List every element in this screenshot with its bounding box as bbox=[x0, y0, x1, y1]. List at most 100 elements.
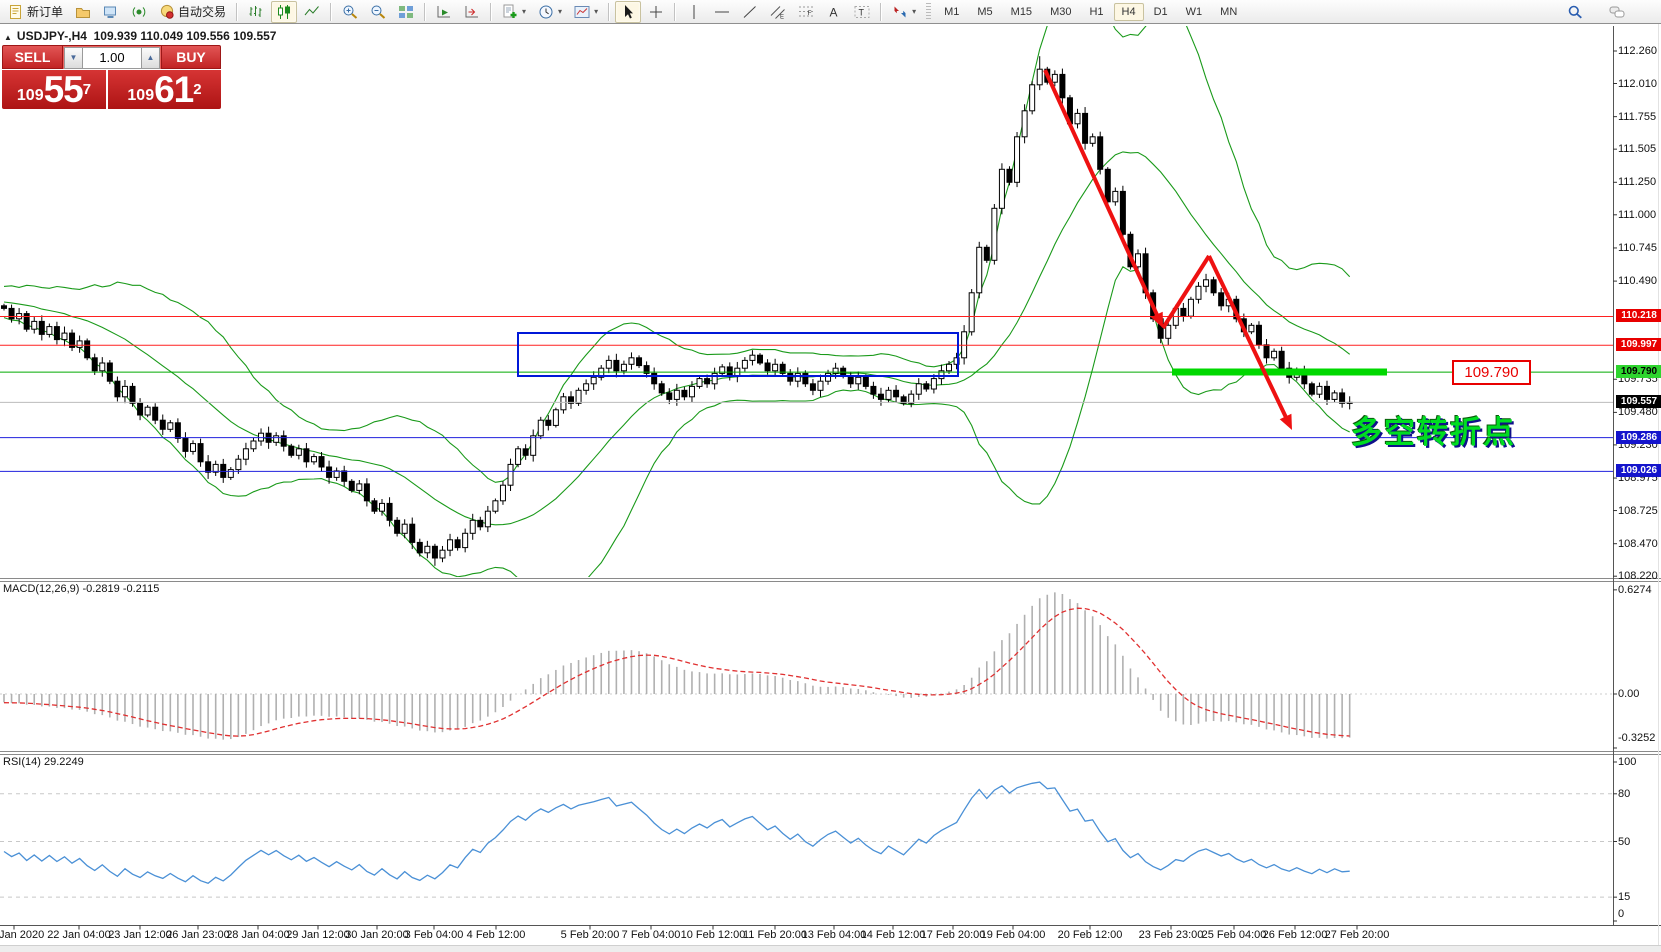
chart-title-bar: ▲ USDJPY-,H4 109.939 110.049 109.556 109.… bbox=[4, 29, 276, 43]
timeframe-h4-button[interactable]: H4 bbox=[1113, 2, 1144, 21]
turning-point-annotation[interactable]: 多空转折点 bbox=[1351, 415, 1516, 450]
new-order-icon bbox=[8, 4, 24, 20]
sell-button[interactable]: SELL bbox=[2, 45, 63, 69]
indicators-button[interactable]: ▾ bbox=[497, 1, 531, 23]
search-button[interactable] bbox=[1562, 1, 1588, 23]
buy-price-small: 109 bbox=[127, 87, 155, 104]
text-icon: A bbox=[826, 4, 842, 20]
timeframe-h1-button[interactable]: H1 bbox=[1089, 5, 1104, 18]
equidistant-channel-icon: E bbox=[770, 4, 786, 20]
rsi-indicator-label: RSI(14) 29.2249 bbox=[3, 756, 84, 768]
sell-price-big: 55 bbox=[43, 69, 84, 110]
right-edge-divider bbox=[1658, 24, 1659, 945]
zoom-in-icon bbox=[342, 4, 358, 20]
toolbar-separator bbox=[674, 2, 677, 21]
ohlc-quote-label: 109.939 110.049 109.556 109.557 bbox=[93, 29, 277, 43]
volume-control: ▼ ▲ bbox=[62, 45, 161, 69]
candlestick-icon bbox=[276, 4, 292, 20]
crosshair-icon bbox=[648, 4, 664, 20]
svg-text:A: A bbox=[830, 5, 838, 19]
equidistant-channel-button[interactable]: E bbox=[765, 1, 791, 23]
market-watch-icon bbox=[103, 4, 119, 20]
timeframe-d1-button[interactable]: D1 bbox=[1153, 5, 1168, 18]
toolbar-right-icons bbox=[1561, 0, 1659, 24]
market-watch-button[interactable] bbox=[98, 1, 124, 23]
cursor-button[interactable] bbox=[615, 0, 642, 23]
text-label-button[interactable]: T bbox=[849, 1, 875, 23]
volume-increase-button[interactable]: ▲ bbox=[140, 46, 160, 69]
line-chart-icon bbox=[304, 4, 320, 20]
chart-shift-button[interactable] bbox=[459, 1, 485, 23]
periods-button[interactable]: ▾ bbox=[533, 1, 567, 23]
autotrading-icon bbox=[159, 4, 175, 20]
one-click-trade-panel: SELL ▼ ▲ BUY 109 55 7 109 61 2 bbox=[2, 45, 221, 109]
line-chart-button[interactable] bbox=[299, 1, 325, 23]
buy-button[interactable]: BUY bbox=[160, 45, 221, 69]
zoom-out-button[interactable] bbox=[365, 1, 391, 23]
bar-chart-icon bbox=[248, 4, 264, 20]
chat-icon bbox=[1609, 4, 1625, 20]
tile-windows-icon bbox=[398, 4, 414, 20]
fibonacci-button[interactable]: F bbox=[793, 1, 819, 23]
crosshair-button[interactable] bbox=[643, 1, 669, 23]
charts-folder-icon bbox=[75, 4, 91, 20]
arrows-button[interactable]: ▾ bbox=[887, 1, 921, 23]
trendline-button[interactable] bbox=[737, 1, 763, 23]
dropdown-arrow-icon[interactable]: ▾ bbox=[522, 7, 527, 16]
one-click-toggle-icon[interactable]: ▲ bbox=[4, 33, 12, 42]
toolbar-drag-handle[interactable] bbox=[926, 2, 932, 21]
sell-price-sup: 7 bbox=[82, 81, 92, 98]
chart-shift-icon bbox=[464, 4, 480, 20]
tile-windows-button[interactable] bbox=[393, 1, 419, 23]
buy-price-sup: 2 bbox=[193, 81, 202, 98]
horizontal-line-button[interactable] bbox=[709, 1, 735, 23]
auto-scroll-icon bbox=[436, 4, 452, 20]
new-order-button[interactable]: 新订单 bbox=[3, 1, 68, 23]
zoom-out-icon bbox=[370, 4, 386, 20]
timeframe-w1-button[interactable]: W1 bbox=[1185, 5, 1203, 18]
arrows-icon bbox=[892, 4, 908, 20]
toolbar-separator bbox=[236, 2, 239, 21]
zoom-in-button[interactable] bbox=[337, 1, 363, 23]
timeframe-m1-button[interactable]: M1 bbox=[944, 5, 960, 18]
symbol-period-label: USDJPY-,H4 bbox=[16, 29, 87, 43]
text-button[interactable]: A bbox=[821, 1, 847, 23]
svg-text:E: E bbox=[780, 14, 784, 20]
profiles-button[interactable] bbox=[70, 1, 96, 23]
search-icon bbox=[1567, 4, 1583, 20]
dropdown-arrow-icon[interactable]: ▾ bbox=[594, 7, 599, 16]
vertical-line-button[interactable] bbox=[681, 1, 707, 23]
new-order-button-label: 新订单 bbox=[27, 5, 64, 19]
cursor-icon bbox=[620, 4, 636, 20]
macd-indicator-label: MACD(12,26,9) -0.2819 -0.2115 bbox=[3, 583, 160, 595]
dropdown-arrow-icon[interactable]: ▾ bbox=[558, 7, 563, 16]
buy-quote-button[interactable]: 109 61 2 bbox=[108, 70, 221, 109]
volume-input[interactable] bbox=[82, 46, 141, 69]
fibonacci-icon: F bbox=[798, 4, 814, 20]
clock-icon bbox=[538, 4, 554, 20]
timeframe-m30-button[interactable]: M30 bbox=[1050, 5, 1072, 18]
toolbar-separator bbox=[490, 2, 493, 21]
bar-chart-button[interactable] bbox=[243, 1, 269, 23]
templates-button[interactable]: ▾ bbox=[569, 1, 603, 23]
sell-quote-button[interactable]: 109 55 7 bbox=[2, 70, 106, 109]
horizontal-line-icon bbox=[714, 4, 730, 20]
svg-text:T: T bbox=[859, 7, 865, 17]
chat-button[interactable] bbox=[1604, 1, 1630, 23]
timeframe-m5-button[interactable]: M5 bbox=[977, 5, 993, 18]
main-toolbar: 新订单 自动交易 ▾ ▾ ▾ E F A T ▾ M1 M5 M15 M30 H1 H4 D1 W1 MN bbox=[0, 0, 1661, 24]
auto-scroll-button[interactable] bbox=[431, 1, 457, 23]
toolbar-separator bbox=[880, 2, 883, 21]
timeframe-m15-button[interactable]: M15 bbox=[1010, 5, 1033, 18]
autotrading-button[interactable]: 自动交易 bbox=[154, 1, 231, 23]
signals-button[interactable] bbox=[126, 1, 152, 23]
price-callout-label[interactable]: 109.790 bbox=[1452, 360, 1531, 385]
toolbar-separator bbox=[424, 2, 427, 21]
dropdown-arrow-icon[interactable]: ▾ bbox=[912, 7, 917, 16]
candlestick-chart-button[interactable] bbox=[271, 0, 298, 23]
volume-decrease-button[interactable]: ▼ bbox=[63, 46, 83, 69]
text-label-icon: T bbox=[854, 4, 870, 20]
timeframe-mn-button[interactable]: MN bbox=[1220, 5, 1238, 18]
